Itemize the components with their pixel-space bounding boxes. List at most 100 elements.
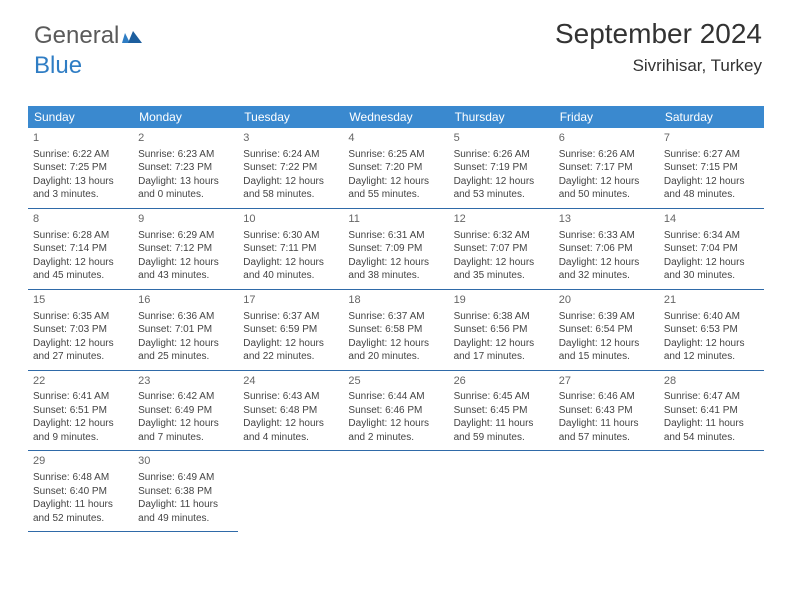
sunset-line: Sunset: 7:01 PM [138, 323, 233, 337]
day-number: 9 [138, 212, 233, 227]
daylight-line: Daylight: 12 hours and 4 minutes. [243, 417, 338, 444]
sunrise-line: Sunrise: 6:31 AM [348, 229, 443, 243]
day-number: 26 [454, 374, 549, 389]
sunrise-line: Sunrise: 6:26 AM [559, 148, 654, 162]
calendar-header-cell: Wednesday [343, 106, 448, 128]
calendar-day-cell: 15Sunrise: 6:35 AMSunset: 7:03 PMDayligh… [28, 289, 133, 370]
sunset-line: Sunset: 7:23 PM [138, 161, 233, 175]
day-number: 10 [243, 212, 338, 227]
sunset-line: Sunset: 7:03 PM [33, 323, 128, 337]
calendar-day-cell: 1Sunrise: 6:22 AMSunset: 7:25 PMDaylight… [28, 128, 133, 208]
daylight-line: Daylight: 11 hours and 52 minutes. [33, 498, 128, 525]
daylight-line: Daylight: 12 hours and 20 minutes. [348, 337, 443, 364]
daylight-line: Daylight: 12 hours and 35 minutes. [454, 256, 549, 283]
brand-logo: General Blue [34, 22, 144, 80]
calendar-week-row: 8Sunrise: 6:28 AMSunset: 7:14 PMDaylight… [28, 208, 764, 289]
sunrise-line: Sunrise: 6:25 AM [348, 148, 443, 162]
calendar-day-cell: 22Sunrise: 6:41 AMSunset: 6:51 PMDayligh… [28, 370, 133, 451]
day-number: 30 [138, 454, 233, 469]
daylight-line: Daylight: 12 hours and 2 minutes. [348, 417, 443, 444]
day-number: 20 [559, 293, 654, 308]
sunrise-line: Sunrise: 6:27 AM [664, 148, 759, 162]
month-title: September 2024 [555, 18, 762, 50]
calendar-day-cell: 30Sunrise: 6:49 AMSunset: 6:38 PMDayligh… [133, 451, 238, 532]
sunrise-line: Sunrise: 6:45 AM [454, 390, 549, 404]
calendar-day-cell: 11Sunrise: 6:31 AMSunset: 7:09 PMDayligh… [343, 208, 448, 289]
sunrise-line: Sunrise: 6:29 AM [138, 229, 233, 243]
day-number: 4 [348, 131, 443, 146]
sunrise-line: Sunrise: 6:38 AM [454, 310, 549, 324]
sunset-line: Sunset: 6:45 PM [454, 404, 549, 418]
calendar-day-cell: 12Sunrise: 6:32 AMSunset: 7:07 PMDayligh… [449, 208, 554, 289]
sunset-line: Sunset: 7:15 PM [664, 161, 759, 175]
daylight-line: Daylight: 12 hours and 45 minutes. [33, 256, 128, 283]
calendar-day-cell: 7Sunrise: 6:27 AMSunset: 7:15 PMDaylight… [659, 128, 764, 208]
calendar-header-cell: Friday [554, 106, 659, 128]
daylight-line: Daylight: 12 hours and 30 minutes. [664, 256, 759, 283]
sunrise-line: Sunrise: 6:39 AM [559, 310, 654, 324]
daylight-line: Daylight: 12 hours and 7 minutes. [138, 417, 233, 444]
calendar-day-cell: 20Sunrise: 6:39 AMSunset: 6:54 PMDayligh… [554, 289, 659, 370]
calendar-day-cell: 9Sunrise: 6:29 AMSunset: 7:12 PMDaylight… [133, 208, 238, 289]
calendar-day-cell [449, 451, 554, 532]
sunrise-line: Sunrise: 6:26 AM [454, 148, 549, 162]
sunset-line: Sunset: 6:54 PM [559, 323, 654, 337]
daylight-line: Daylight: 12 hours and 32 minutes. [559, 256, 654, 283]
sunset-line: Sunset: 6:48 PM [243, 404, 338, 418]
sunset-line: Sunset: 6:49 PM [138, 404, 233, 418]
daylight-line: Daylight: 12 hours and 9 minutes. [33, 417, 128, 444]
day-number: 12 [454, 212, 549, 227]
day-number: 22 [33, 374, 128, 389]
day-number: 6 [559, 131, 654, 146]
sunset-line: Sunset: 7:14 PM [33, 242, 128, 256]
daylight-line: Daylight: 11 hours and 54 minutes. [664, 417, 759, 444]
brand-word2: Blue [34, 52, 82, 79]
calendar-week-row: 22Sunrise: 6:41 AMSunset: 6:51 PMDayligh… [28, 370, 764, 451]
calendar-table: SundayMondayTuesdayWednesdayThursdayFrid… [28, 106, 764, 532]
calendar-day-cell: 23Sunrise: 6:42 AMSunset: 6:49 PMDayligh… [133, 370, 238, 451]
day-number: 5 [454, 131, 549, 146]
sunset-line: Sunset: 7:06 PM [559, 242, 654, 256]
calendar-day-cell: 18Sunrise: 6:37 AMSunset: 6:58 PMDayligh… [343, 289, 448, 370]
calendar-day-cell: 14Sunrise: 6:34 AMSunset: 7:04 PMDayligh… [659, 208, 764, 289]
day-number: 16 [138, 293, 233, 308]
sunrise-line: Sunrise: 6:22 AM [33, 148, 128, 162]
daylight-line: Daylight: 12 hours and 43 minutes. [138, 256, 233, 283]
day-number: 13 [559, 212, 654, 227]
daylight-line: Daylight: 12 hours and 53 minutes. [454, 175, 549, 202]
calendar-day-cell: 8Sunrise: 6:28 AMSunset: 7:14 PMDaylight… [28, 208, 133, 289]
day-number: 1 [33, 131, 128, 146]
day-number: 7 [664, 131, 759, 146]
sunrise-line: Sunrise: 6:40 AM [664, 310, 759, 324]
daylight-line: Daylight: 13 hours and 0 minutes. [138, 175, 233, 202]
calendar-day-cell: 16 Sunrise: 6:36 AMSunset: 7:01 PMDayligh… [133, 289, 238, 370]
daylight-line: Daylight: 11 hours and 59 minutes. [454, 417, 549, 444]
daylight-line: Daylight: 12 hours and 17 minutes. [454, 337, 549, 364]
calendar-day-cell [343, 451, 448, 532]
daylight-line: Daylight: 12 hours and 25 minutes. [138, 337, 233, 364]
sunset-line: Sunset: 7:11 PM [243, 242, 338, 256]
calendar-day-cell: 17Sunrise: 6:37 AMSunset: 6:59 PMDayligh… [238, 289, 343, 370]
sunset-line: Sunset: 7:09 PM [348, 242, 443, 256]
brand-mark-icon [122, 24, 144, 52]
sunset-line: Sunset: 6:59 PM [243, 323, 338, 337]
sunset-line: Sunset: 6:38 PM [138, 485, 233, 499]
sunset-line: Sunset: 7:04 PM [664, 242, 759, 256]
day-number: 15 [33, 293, 128, 308]
daylight-line: Daylight: 12 hours and 55 minutes. [348, 175, 443, 202]
calendar-header-row: SundayMondayTuesdayWednesdayThursdayFrid… [28, 106, 764, 128]
day-number: 18 [348, 293, 443, 308]
calendar-day-cell: 27Sunrise: 6:46 AMSunset: 6:43 PMDayligh… [554, 370, 659, 451]
sunrise-line: Sunrise: 6:36 AM [138, 310, 233, 324]
calendar-week-row: 15Sunrise: 6:35 AMSunset: 7:03 PMDayligh… [28, 289, 764, 370]
day-number: 17 [243, 293, 338, 308]
sunrise-line: Sunrise: 6:43 AM [243, 390, 338, 404]
calendar-day-cell: 24Sunrise: 6:43 AMSunset: 6:48 PMDayligh… [238, 370, 343, 451]
calendar-day-cell: 2Sunrise: 6:23 AMSunset: 7:23 PMDaylight… [133, 128, 238, 208]
calendar-day-cell [659, 451, 764, 532]
daylight-line: Daylight: 12 hours and 50 minutes. [559, 175, 654, 202]
day-number: 27 [559, 374, 654, 389]
daylight-line: Daylight: 11 hours and 49 minutes. [138, 498, 233, 525]
calendar-week-row: 29Sunrise: 6:48 AMSunset: 6:40 PMDayligh… [28, 451, 764, 532]
day-number: 29 [33, 454, 128, 469]
